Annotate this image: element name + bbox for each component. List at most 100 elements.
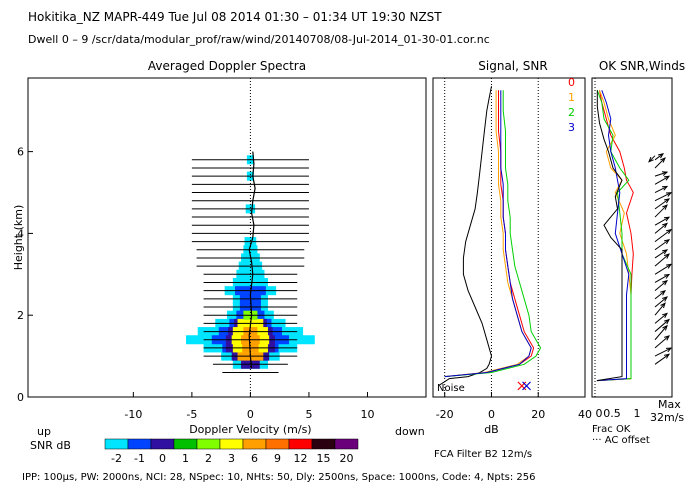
wind-arrow <box>654 313 668 324</box>
colorbar-label: SNR dB <box>30 439 71 452</box>
wind-arrow-head <box>663 216 671 222</box>
wind-arrow <box>654 153 664 161</box>
wind-arrow <box>654 290 666 300</box>
down-label: down <box>395 425 425 438</box>
x-tick-label: 0.5 <box>603 407 621 420</box>
beam-legend-2: 2 <box>568 106 575 119</box>
wind-arrow-head <box>662 324 668 331</box>
x-tick-label: 0 <box>596 407 603 420</box>
colorbar-swatch <box>311 438 336 450</box>
wind-arrow <box>654 325 668 341</box>
wind-arrow <box>654 175 670 185</box>
wind-arrow-head <box>663 353 671 359</box>
snr-title: Signal, SNR <box>478 59 547 73</box>
snr-axis-label: dB <box>484 423 499 436</box>
beam-legend-3: 3 <box>568 121 575 134</box>
wind-arrow-head <box>648 156 654 163</box>
colorbar-tick: 6 <box>251 452 258 465</box>
wind-arrow <box>654 296 668 308</box>
wind-arrow <box>654 353 670 365</box>
ac-offset-label: ··· AC offset <box>592 435 650 446</box>
y-tick-label: 6 <box>17 146 24 159</box>
wind-arrow-head <box>664 318 670 325</box>
colorbar-tick: 12 <box>294 452 308 465</box>
wind-arrow <box>654 216 670 226</box>
beam-legend-1: 1 <box>568 91 575 104</box>
snr-marker <box>522 381 531 391</box>
winds-title: OK SNR,Winds <box>599 59 685 73</box>
colorbar-tick: 1 <box>182 452 189 465</box>
wind-arrow-head <box>661 171 669 176</box>
wind-arrow-head <box>663 198 671 204</box>
wind-arrow-head <box>660 157 666 163</box>
winds-frame <box>591 77 673 398</box>
wind-arrow <box>654 249 668 259</box>
wind-arrow-head <box>661 185 669 191</box>
wind-arrow-head <box>663 175 671 181</box>
wind-arrow <box>654 204 668 218</box>
y-tick-label: 4 <box>17 227 24 240</box>
colorbar-tick: -2 <box>111 452 122 465</box>
colorbar-tick: 9 <box>274 452 281 465</box>
y-axis-label: Height (km) <box>12 205 25 271</box>
wind-arrow-head <box>657 153 665 159</box>
fracok-line-frac <box>596 90 623 382</box>
wind-arrow <box>654 253 670 267</box>
colorbar-swatch <box>242 438 267 450</box>
snr-line-3 <box>444 90 532 378</box>
wind-arrow-head <box>663 239 671 245</box>
x-axis-label: Doppler Velocity (m/s) <box>189 423 311 436</box>
colorbar-swatch <box>127 438 152 450</box>
spectrum-peak-trace <box>248 151 256 369</box>
colorbar-swatch <box>288 438 313 450</box>
colorbar-swatch <box>334 438 359 450</box>
colorbar-swatch <box>219 438 244 450</box>
x-tick-label: -20 <box>436 408 454 421</box>
x-tick-label: 1 <box>634 407 641 420</box>
colorbar-swatch <box>104 438 129 450</box>
colorbar-tick: 2 <box>205 452 212 465</box>
colorbar-swatch <box>150 438 175 450</box>
wind-arrow-head <box>664 253 670 259</box>
colorbar-swatch <box>196 438 221 450</box>
wind-arrow-head <box>662 312 668 319</box>
wind-arrow <box>648 155 656 163</box>
colorbar-tick: 15 <box>317 452 331 465</box>
x-tick-label: 40 <box>578 408 592 421</box>
wind-arrow-head <box>662 222 668 229</box>
wind-arrow <box>654 335 670 349</box>
x-tick-label: -5 <box>186 408 197 421</box>
x-tick-label: 20 <box>531 408 545 421</box>
snr-line-noise <box>439 86 493 386</box>
page-title: Hokitika_NZ MAPR-449 Tue Jul 08 2014 01:… <box>28 10 442 24</box>
fracok-line-2 <box>596 90 632 382</box>
up-label: up <box>37 425 51 438</box>
beam-legend-0: 0 <box>568 76 575 89</box>
wind-arrow-head <box>662 249 669 255</box>
filter-label: FCA Filter B2 12m/s <box>434 449 533 460</box>
wind-arrow <box>654 274 670 283</box>
fracok-line-3 <box>597 90 630 382</box>
colorbar-tick: 3 <box>228 452 235 465</box>
x-tick-label: 5 <box>305 408 312 421</box>
wind-arrow <box>654 198 670 210</box>
wind-arrow-head <box>665 192 673 197</box>
y-tick-label: 0 <box>17 391 24 404</box>
spectra-title: Averaged Doppler Spectra <box>148 59 306 73</box>
x-tick-label: 10 <box>360 408 374 421</box>
wind-arrow-head <box>663 273 671 279</box>
noise-label: Noise <box>437 383 465 394</box>
wind-arrow-head <box>665 347 673 353</box>
snr-line-2 <box>444 90 542 378</box>
wind-arrow <box>654 171 668 177</box>
max-speed-label: 32m/s <box>650 411 684 424</box>
wind-arrow-head <box>662 296 668 302</box>
wind-arrow <box>654 186 668 193</box>
wind-arrow <box>654 239 670 251</box>
wind-arrow <box>654 347 672 357</box>
wind-arrow <box>654 302 666 316</box>
snr-line-1 <box>444 90 532 378</box>
wind-arrow <box>654 192 672 202</box>
dwell-info: Dwell 0 – 9 /scr/data/modular_prof/raw/w… <box>28 33 490 46</box>
